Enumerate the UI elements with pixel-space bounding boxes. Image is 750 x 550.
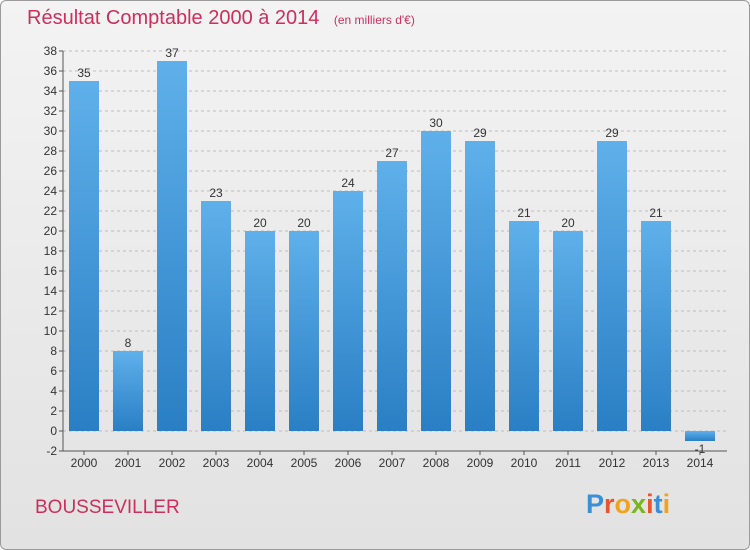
y-tick-label: 30 [44, 124, 58, 138]
x-tick-label: 2006 [335, 456, 362, 470]
title-block: Résultat Comptable 2000 à 2014 (en milli… [27, 7, 415, 30]
bars [69, 61, 715, 441]
bar-2011 [553, 231, 583, 431]
data-label-2005: 20 [297, 216, 311, 230]
logo-letter: x [631, 489, 647, 519]
logo-letter: i [662, 489, 671, 519]
data-label-2004: 20 [253, 216, 267, 230]
data-label-2007: 27 [385, 146, 399, 160]
bar-2007 [377, 161, 407, 431]
data-label-2014: -1 [695, 442, 706, 456]
chart-title: Résultat Comptable 2000 à 2014 [27, 7, 320, 29]
x-tick-label: 2005 [291, 456, 318, 470]
chart-subtitle: (en milliers d'€) [333, 13, 415, 27]
bar-2013 [641, 221, 671, 431]
x-tick-label: 2013 [643, 456, 670, 470]
data-label-2006: 24 [341, 176, 355, 190]
y-tick-label: 18 [44, 244, 58, 258]
y-tick-label: 34 [44, 84, 58, 98]
logo-letter: r [604, 489, 615, 519]
y-tick-label: 28 [44, 144, 58, 158]
bar-2010 [509, 221, 539, 431]
data-label-2000: 35 [77, 66, 91, 80]
y-tick-label: 0 [50, 424, 57, 438]
data-label-2011: 20 [561, 216, 575, 230]
x-tick-label: 2012 [599, 456, 626, 470]
x-tick-label: 2000 [71, 456, 98, 470]
y-tick-label: 4 [50, 384, 57, 398]
bar-2002 [157, 61, 187, 431]
y-tick-label: 10 [44, 324, 58, 338]
commune-name: BOUSSEVILLER [35, 497, 180, 518]
bar-2009 [465, 141, 495, 431]
bar-2012 [597, 141, 627, 431]
y-tick-label: -2 [46, 444, 57, 458]
y-tick-label: 2 [50, 404, 57, 418]
data-label-2013: 21 [649, 206, 663, 220]
data-labels: 35 8 37 23 20 20 24 27 30 29 21 20 29 21 -1 [77, 46, 705, 456]
bar-2005 [289, 231, 319, 431]
y-tick-label: 32 [44, 104, 58, 118]
logo-letter: o [614, 489, 632, 519]
bar-2008 [421, 131, 451, 431]
x-tick-label: 2010 [511, 456, 538, 470]
data-label-2012: 29 [605, 126, 619, 140]
data-label-2002: 37 [165, 46, 179, 60]
y-tick-label: 24 [44, 184, 58, 198]
data-label-2010: 21 [517, 206, 531, 220]
y-tick-label: 14 [44, 284, 58, 298]
x-tick-label: 2007 [379, 456, 406, 470]
y-tick-label: 8 [50, 344, 57, 358]
bar-2014 [685, 431, 715, 441]
axes: -202468101214161820222426283032343638200… [44, 44, 727, 470]
x-tick-label: 2009 [467, 456, 494, 470]
bar-2003 [201, 201, 231, 431]
x-tick-label: 2003 [203, 456, 230, 470]
y-tick-label: 16 [44, 264, 58, 278]
y-tick-label: 12 [44, 304, 58, 318]
y-tick-label: 22 [44, 204, 58, 218]
y-tick-label: 20 [44, 224, 58, 238]
y-tick-label: 36 [44, 64, 58, 78]
logo-letter: t [653, 489, 663, 519]
bar-2001 [113, 351, 143, 431]
y-tick-label: 6 [50, 364, 57, 378]
data-label-2001: 8 [125, 336, 132, 350]
bar-2000 [69, 81, 99, 431]
y-tick-label: 38 [44, 44, 58, 58]
x-tick-label: 2002 [159, 456, 186, 470]
x-tick-label: 2008 [423, 456, 450, 470]
y-tick-label: 26 [44, 164, 58, 178]
data-label-2008: 30 [429, 116, 443, 130]
x-tick-label: 2001 [115, 456, 142, 470]
logo-letter: P [586, 489, 605, 519]
x-tick-label: 2004 [247, 456, 274, 470]
logo-letter: i [646, 489, 654, 519]
x-tick-label: 2011 [555, 456, 581, 470]
x-tick-label: 2014 [687, 456, 714, 470]
data-label-2003: 23 [209, 186, 223, 200]
bar-2004 [245, 231, 275, 431]
bar-2006 [333, 191, 363, 431]
data-label-2009: 29 [473, 126, 487, 140]
proxiti-logo: Proxiti [586, 489, 670, 520]
